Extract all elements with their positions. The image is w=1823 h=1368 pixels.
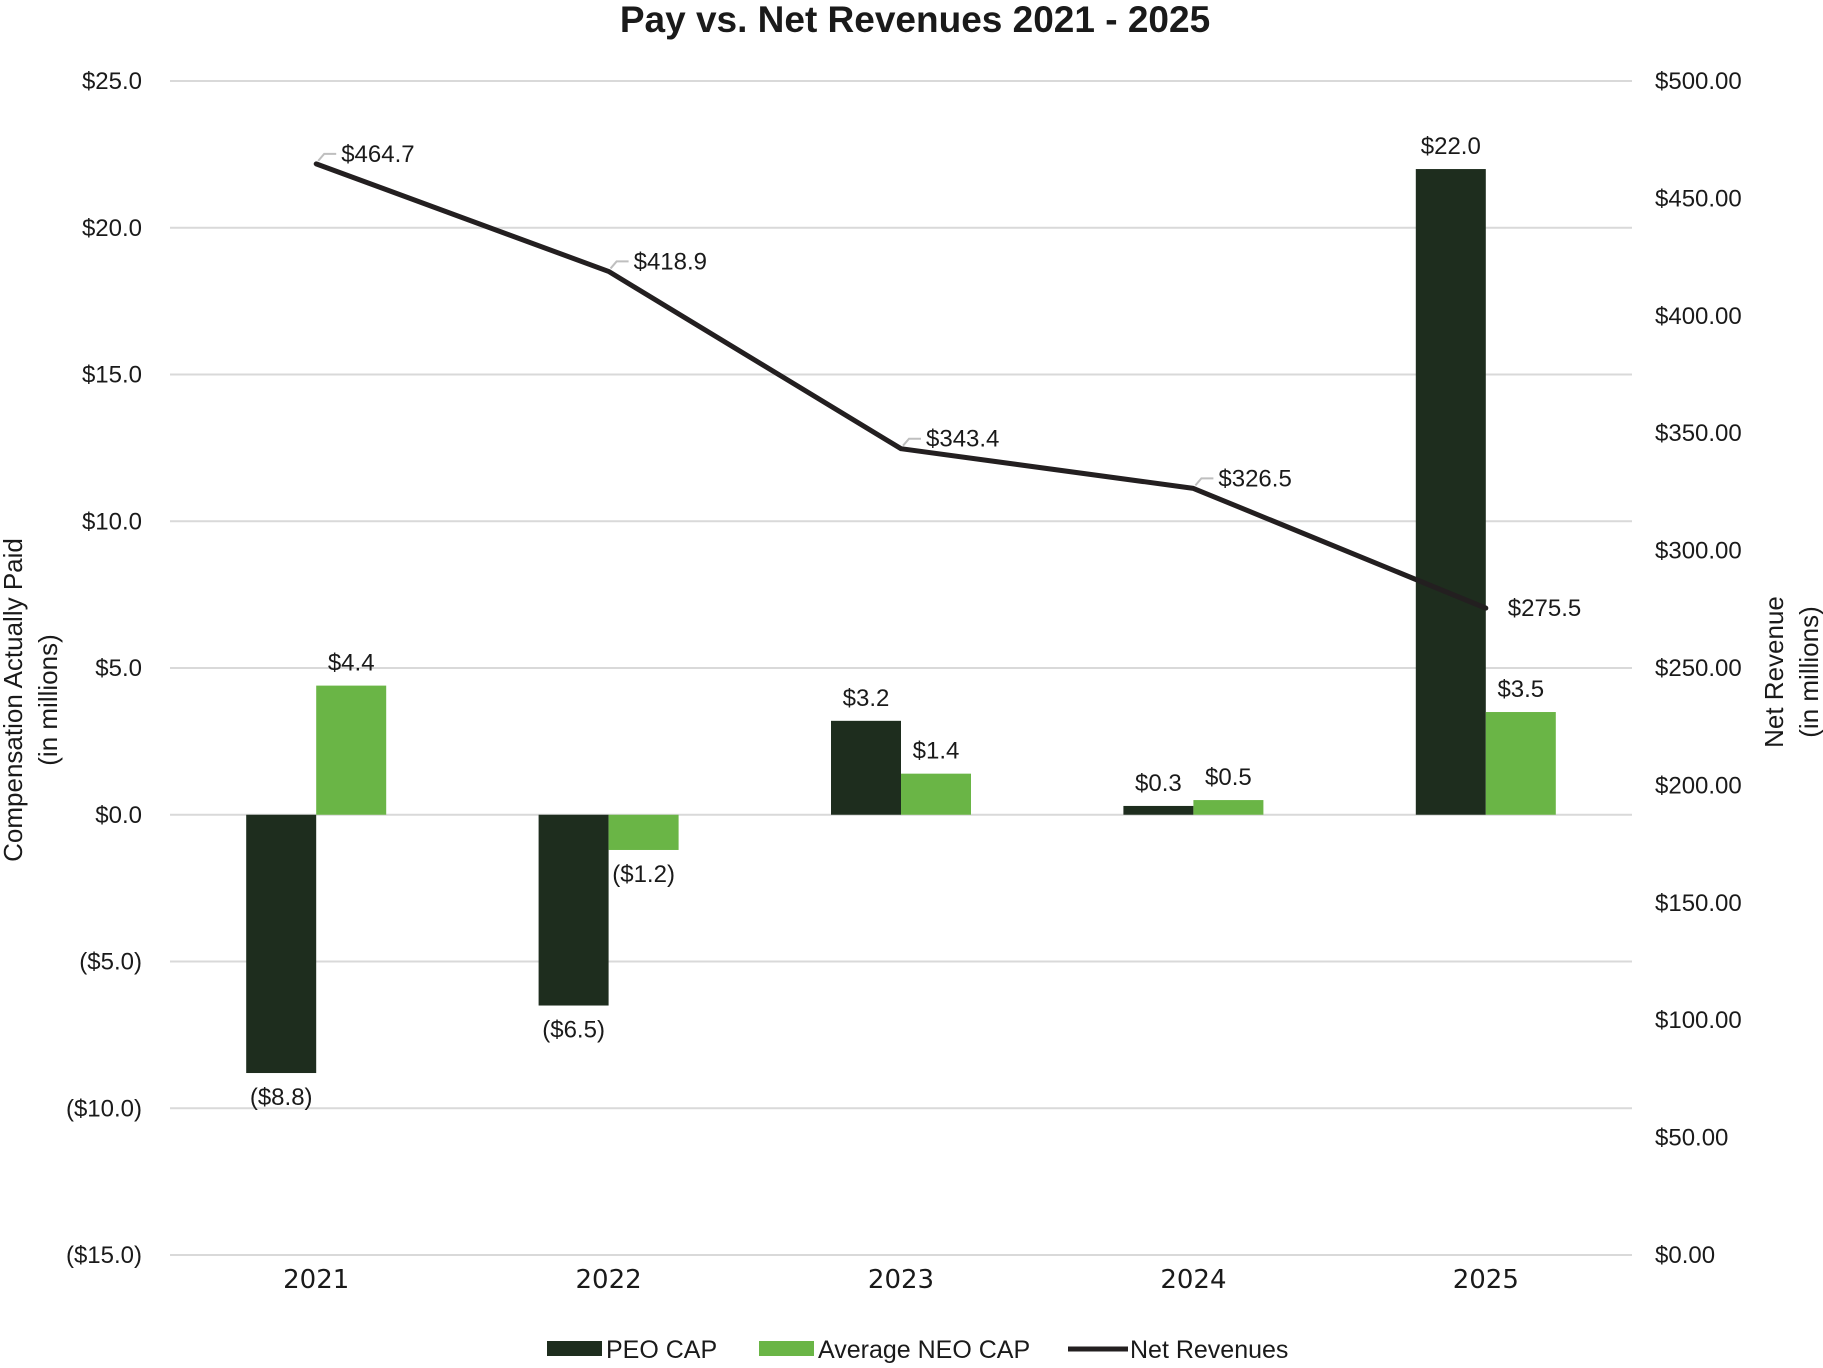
right-tick-label: $100.00 xyxy=(1655,1007,1742,1034)
left-axis-subtitle: (in millions) xyxy=(33,634,63,765)
x-tick-label: 2022 xyxy=(576,1265,642,1295)
leader-line xyxy=(317,152,337,162)
right-tick-label: $200.00 xyxy=(1655,772,1742,799)
data-label-peo-cap: $0.3 xyxy=(1135,770,1182,797)
leader-line xyxy=(902,437,921,447)
legend-label-average-neo-cap: Average NEO CAP xyxy=(818,1336,1030,1363)
data-label-average-neo-cap: $1.4 xyxy=(913,738,960,765)
left-tick-label: $25.0 xyxy=(82,68,142,95)
line-net-revenues xyxy=(313,161,1489,611)
right-tick-label: $300.00 xyxy=(1655,538,1742,565)
data-labels: ($8.8) ($6.5) $3.2 $0.3 $22.0 $4.4 ($1.2) $1.4 $… xyxy=(250,133,1581,1111)
legend-label-peo-cap: PEO CAP xyxy=(606,1336,717,1363)
x-tick-label: 2025 xyxy=(1453,1265,1519,1295)
chart-title: Pay vs. Net Revenues 2021 - 2025 xyxy=(620,0,1210,40)
x-tick-label: 2023 xyxy=(868,1265,934,1295)
bar-average-neo-cap xyxy=(1193,800,1264,815)
x-axis-ticks: 2021 2022 2023 2024 2025 xyxy=(283,1265,1519,1295)
data-label-peo-cap: ($6.5) xyxy=(542,1017,605,1044)
left-tick-label: $5.0 xyxy=(95,655,142,682)
bar-peo-cap xyxy=(246,814,317,1074)
data-label-net-revenues: $418.9 xyxy=(634,248,707,275)
right-tick-label: $50.00 xyxy=(1655,1125,1728,1152)
left-tick-label: $20.0 xyxy=(82,215,142,242)
right-tick-label: $500.00 xyxy=(1655,68,1742,95)
data-label-net-revenues: $464.7 xyxy=(341,141,414,168)
left-tick-label: ($5.0) xyxy=(79,949,142,976)
data-label-average-neo-cap: $3.5 xyxy=(1497,676,1544,703)
left-tick-label: $0.0 xyxy=(95,802,142,829)
legend: PEO CAP Average NEO CAP Net Revenues xyxy=(547,1336,1288,1364)
left-tick-label: ($15.0) xyxy=(66,1242,142,1269)
x-tick-label: 2021 xyxy=(283,1265,349,1295)
bar-average-neo-cap xyxy=(1485,712,1556,815)
right-tick-label: $400.00 xyxy=(1655,303,1742,330)
left-tick-label: ($10.0) xyxy=(66,1095,142,1122)
bar-peo-cap xyxy=(1415,169,1486,815)
bar-peo-cap xyxy=(1123,805,1194,815)
left-tick-label: $10.0 xyxy=(82,508,142,535)
x-tick-label: 2024 xyxy=(1160,1265,1226,1295)
gridlines xyxy=(170,80,1632,1256)
left-axis-title: Compensation Actually Paid xyxy=(0,538,28,862)
leader-line xyxy=(1194,477,1214,487)
bar-average-neo-cap xyxy=(316,685,387,815)
data-label-peo-cap: $22.0 xyxy=(1421,133,1481,160)
data-label-net-revenues: $326.5 xyxy=(1218,465,1291,492)
data-label-average-neo-cap: $0.5 xyxy=(1205,764,1252,791)
data-label-peo-cap: $3.2 xyxy=(843,685,890,712)
leader-line xyxy=(609,260,629,270)
bars xyxy=(246,169,1556,1074)
right-tick-label: $150.00 xyxy=(1655,890,1742,917)
right-axis-title: Net Revenue xyxy=(1759,596,1789,748)
bar-peo-cap xyxy=(831,720,901,815)
right-tick-label: $450.00 xyxy=(1655,185,1742,212)
legend-label-net-revenues: Net Revenues xyxy=(1130,1336,1288,1363)
legend-swatch-peo-cap xyxy=(547,1341,602,1356)
data-label-average-neo-cap: ($1.2) xyxy=(612,861,675,888)
left-tick-label: $15.0 xyxy=(82,362,142,389)
net-revenues-line xyxy=(313,152,1489,611)
legend-swatch-average-neo-cap xyxy=(759,1341,814,1356)
right-tick-label: $350.00 xyxy=(1655,420,1742,447)
data-label-peo-cap: ($8.8) xyxy=(250,1084,313,1111)
right-tick-label: $250.00 xyxy=(1655,655,1742,682)
right-axis-subtitle: (in millions) xyxy=(1794,606,1823,737)
data-label-net-revenues: $343.4 xyxy=(926,426,999,453)
left-axis-ticks: $25.0 $20.0 $15.0 $10.0 $5.0 $0.0 ($5.0) ($10.0… xyxy=(66,68,142,1269)
bar-average-neo-cap xyxy=(901,773,971,815)
bar-average-neo-cap xyxy=(608,814,679,850)
right-axis-ticks: $500.00 $450.00 $400.00 $350.00 $300.00 $250.… xyxy=(1655,68,1742,1269)
right-tick-label: $0.00 xyxy=(1655,1242,1715,1269)
data-label-average-neo-cap: $4.4 xyxy=(328,650,375,677)
data-label-net-revenues: $275.5 xyxy=(1508,595,1581,622)
bar-peo-cap xyxy=(538,814,609,1006)
